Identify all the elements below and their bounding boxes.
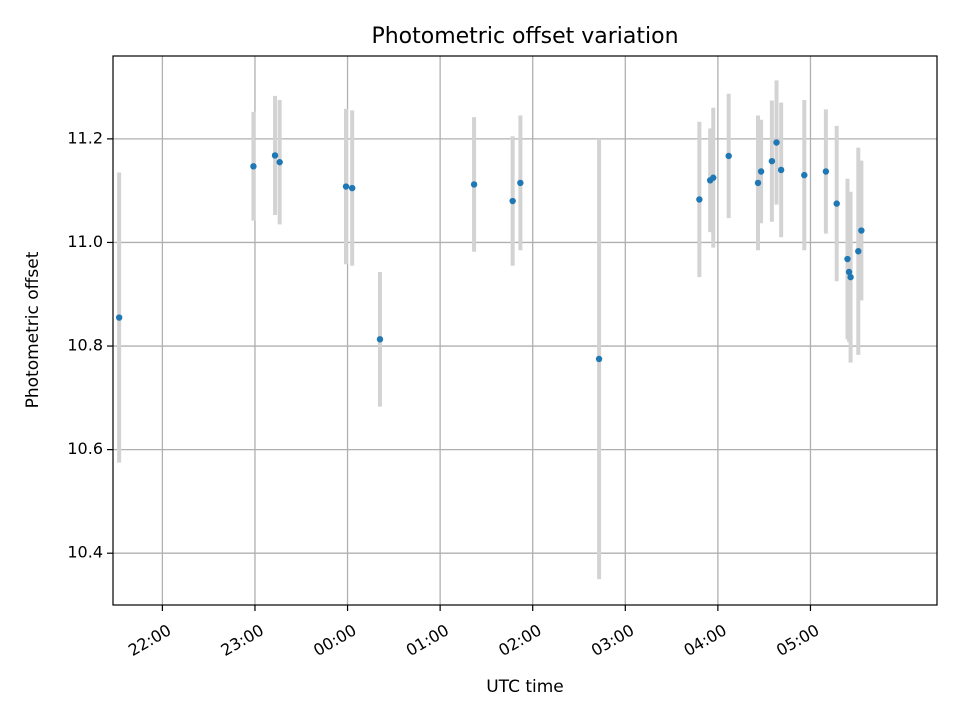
data-point xyxy=(342,183,350,190)
data-point xyxy=(855,248,862,255)
data-point xyxy=(509,197,516,205)
data-point xyxy=(376,336,384,343)
y-tick-label: 10.4 xyxy=(67,543,103,562)
data-point xyxy=(833,200,840,207)
data-point xyxy=(710,174,717,181)
data-point xyxy=(768,157,776,165)
data-point xyxy=(276,158,283,166)
data-point xyxy=(845,268,853,276)
data-point xyxy=(844,255,851,263)
data-point xyxy=(858,227,865,234)
y-axis-label: Photometric offset xyxy=(23,251,43,408)
y-tick-label: 11.2 xyxy=(67,128,103,147)
data-point xyxy=(777,166,785,174)
data-point xyxy=(250,163,257,170)
data-point xyxy=(348,184,356,192)
y-tick-label: 11.0 xyxy=(67,232,103,251)
data-point xyxy=(271,152,279,159)
data-point xyxy=(754,179,762,187)
data-point xyxy=(847,273,854,281)
data-points xyxy=(115,139,865,363)
data-point xyxy=(725,152,732,160)
chart-title: Photometric offset variation xyxy=(371,24,678,49)
data-point xyxy=(115,314,123,321)
data-point xyxy=(773,139,780,146)
data-point xyxy=(757,168,765,175)
plot-area-frame xyxy=(112,55,938,606)
data-point xyxy=(470,181,478,188)
data-point xyxy=(595,355,603,363)
data-point xyxy=(801,171,808,179)
data-point xyxy=(517,179,524,187)
data-point xyxy=(696,196,703,203)
y-tick-label: 10.6 xyxy=(67,439,103,458)
y-tick-label: 10.8 xyxy=(67,336,103,355)
x-axis-label: UTC time xyxy=(486,677,564,697)
grid xyxy=(113,56,937,605)
data-point xyxy=(822,168,830,175)
